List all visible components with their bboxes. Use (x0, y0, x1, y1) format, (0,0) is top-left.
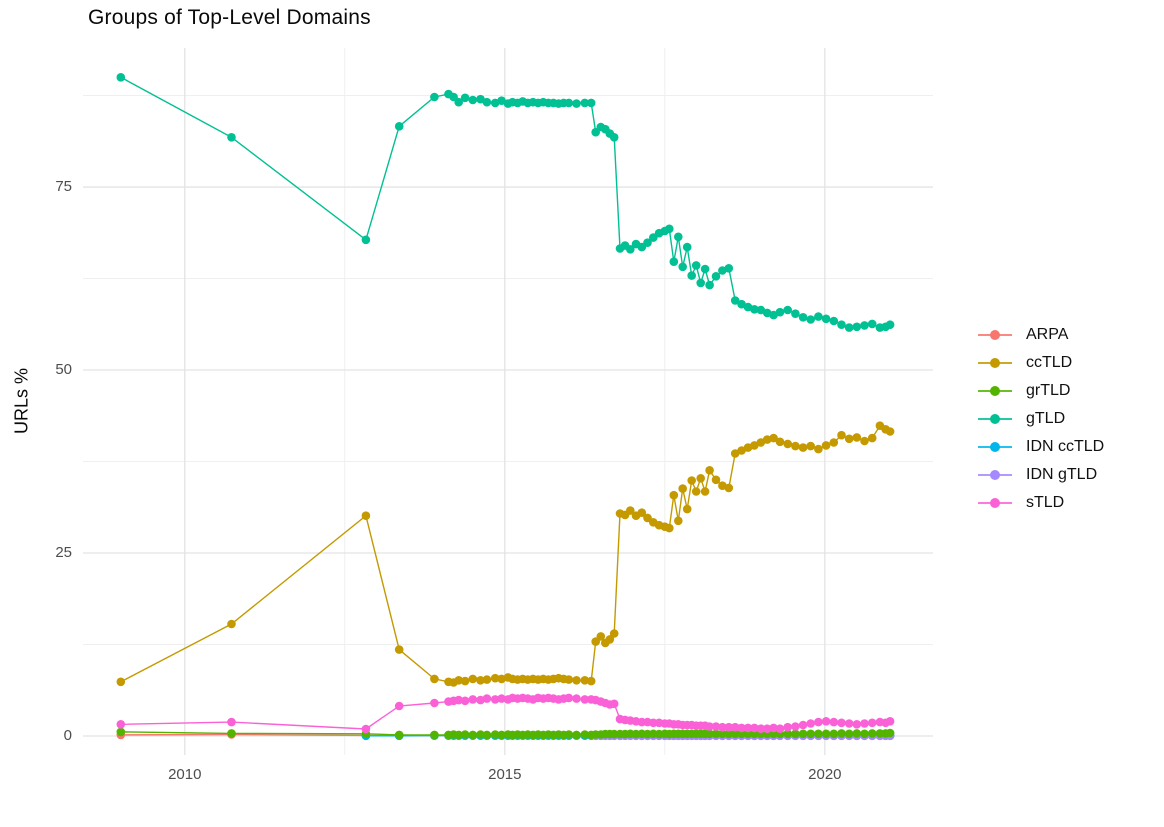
series-grtld (116, 727, 895, 740)
legend-item-grtld: grTLD (978, 377, 1104, 405)
y-tick-label: 0 (63, 726, 72, 744)
legend-key-icon (978, 413, 1012, 425)
legend-label: grTLD (1026, 382, 1071, 399)
legend: ARPA ccTLD grTLD gTLD IDN ccTLD IDN gTLD sTLD (978, 321, 1104, 517)
legend-key-icon (978, 329, 1012, 341)
x-tick-label: 2010 (168, 766, 202, 783)
y-tick-label: 75 (55, 178, 72, 196)
legend-item-cctld: ccTLD (978, 349, 1104, 377)
legend-item-gtld: gTLD (978, 405, 1104, 433)
legend-label: gTLD (1026, 410, 1066, 427)
chart-title: Groups of Top-Level Domains (88, 6, 371, 29)
y-tick-label: 50 (55, 361, 72, 379)
legend-label: IDN ccTLD (1026, 438, 1105, 455)
x-tick-label: 2015 (488, 766, 522, 783)
y-tick-label: 25 (55, 544, 72, 561)
legend-label: IDN gTLD (1026, 466, 1098, 483)
legend-key-icon (978, 357, 1012, 369)
legend-label: ccTLD (1026, 354, 1073, 371)
legend-key-icon (978, 441, 1012, 453)
legend-key-icon (978, 469, 1012, 481)
legend-item-idn-gtld: IDN gTLD (978, 461, 1104, 489)
legend-label: sTLD (1026, 494, 1065, 511)
legend-key-icon (978, 385, 1012, 397)
series-stld (116, 693, 895, 734)
legend-key-icon (978, 497, 1012, 509)
x-tick-label: 2020 (808, 766, 842, 783)
legend-item-arpa: ARPA (978, 321, 1104, 349)
series-cctld (116, 421, 895, 687)
legend-item-stld: sTLD (978, 489, 1104, 517)
series-gtld (116, 73, 895, 332)
legend-item-idn-cctld: IDN ccTLD (978, 433, 1104, 461)
gridlines (83, 48, 933, 755)
legend-label: ARPA (1026, 326, 1069, 343)
